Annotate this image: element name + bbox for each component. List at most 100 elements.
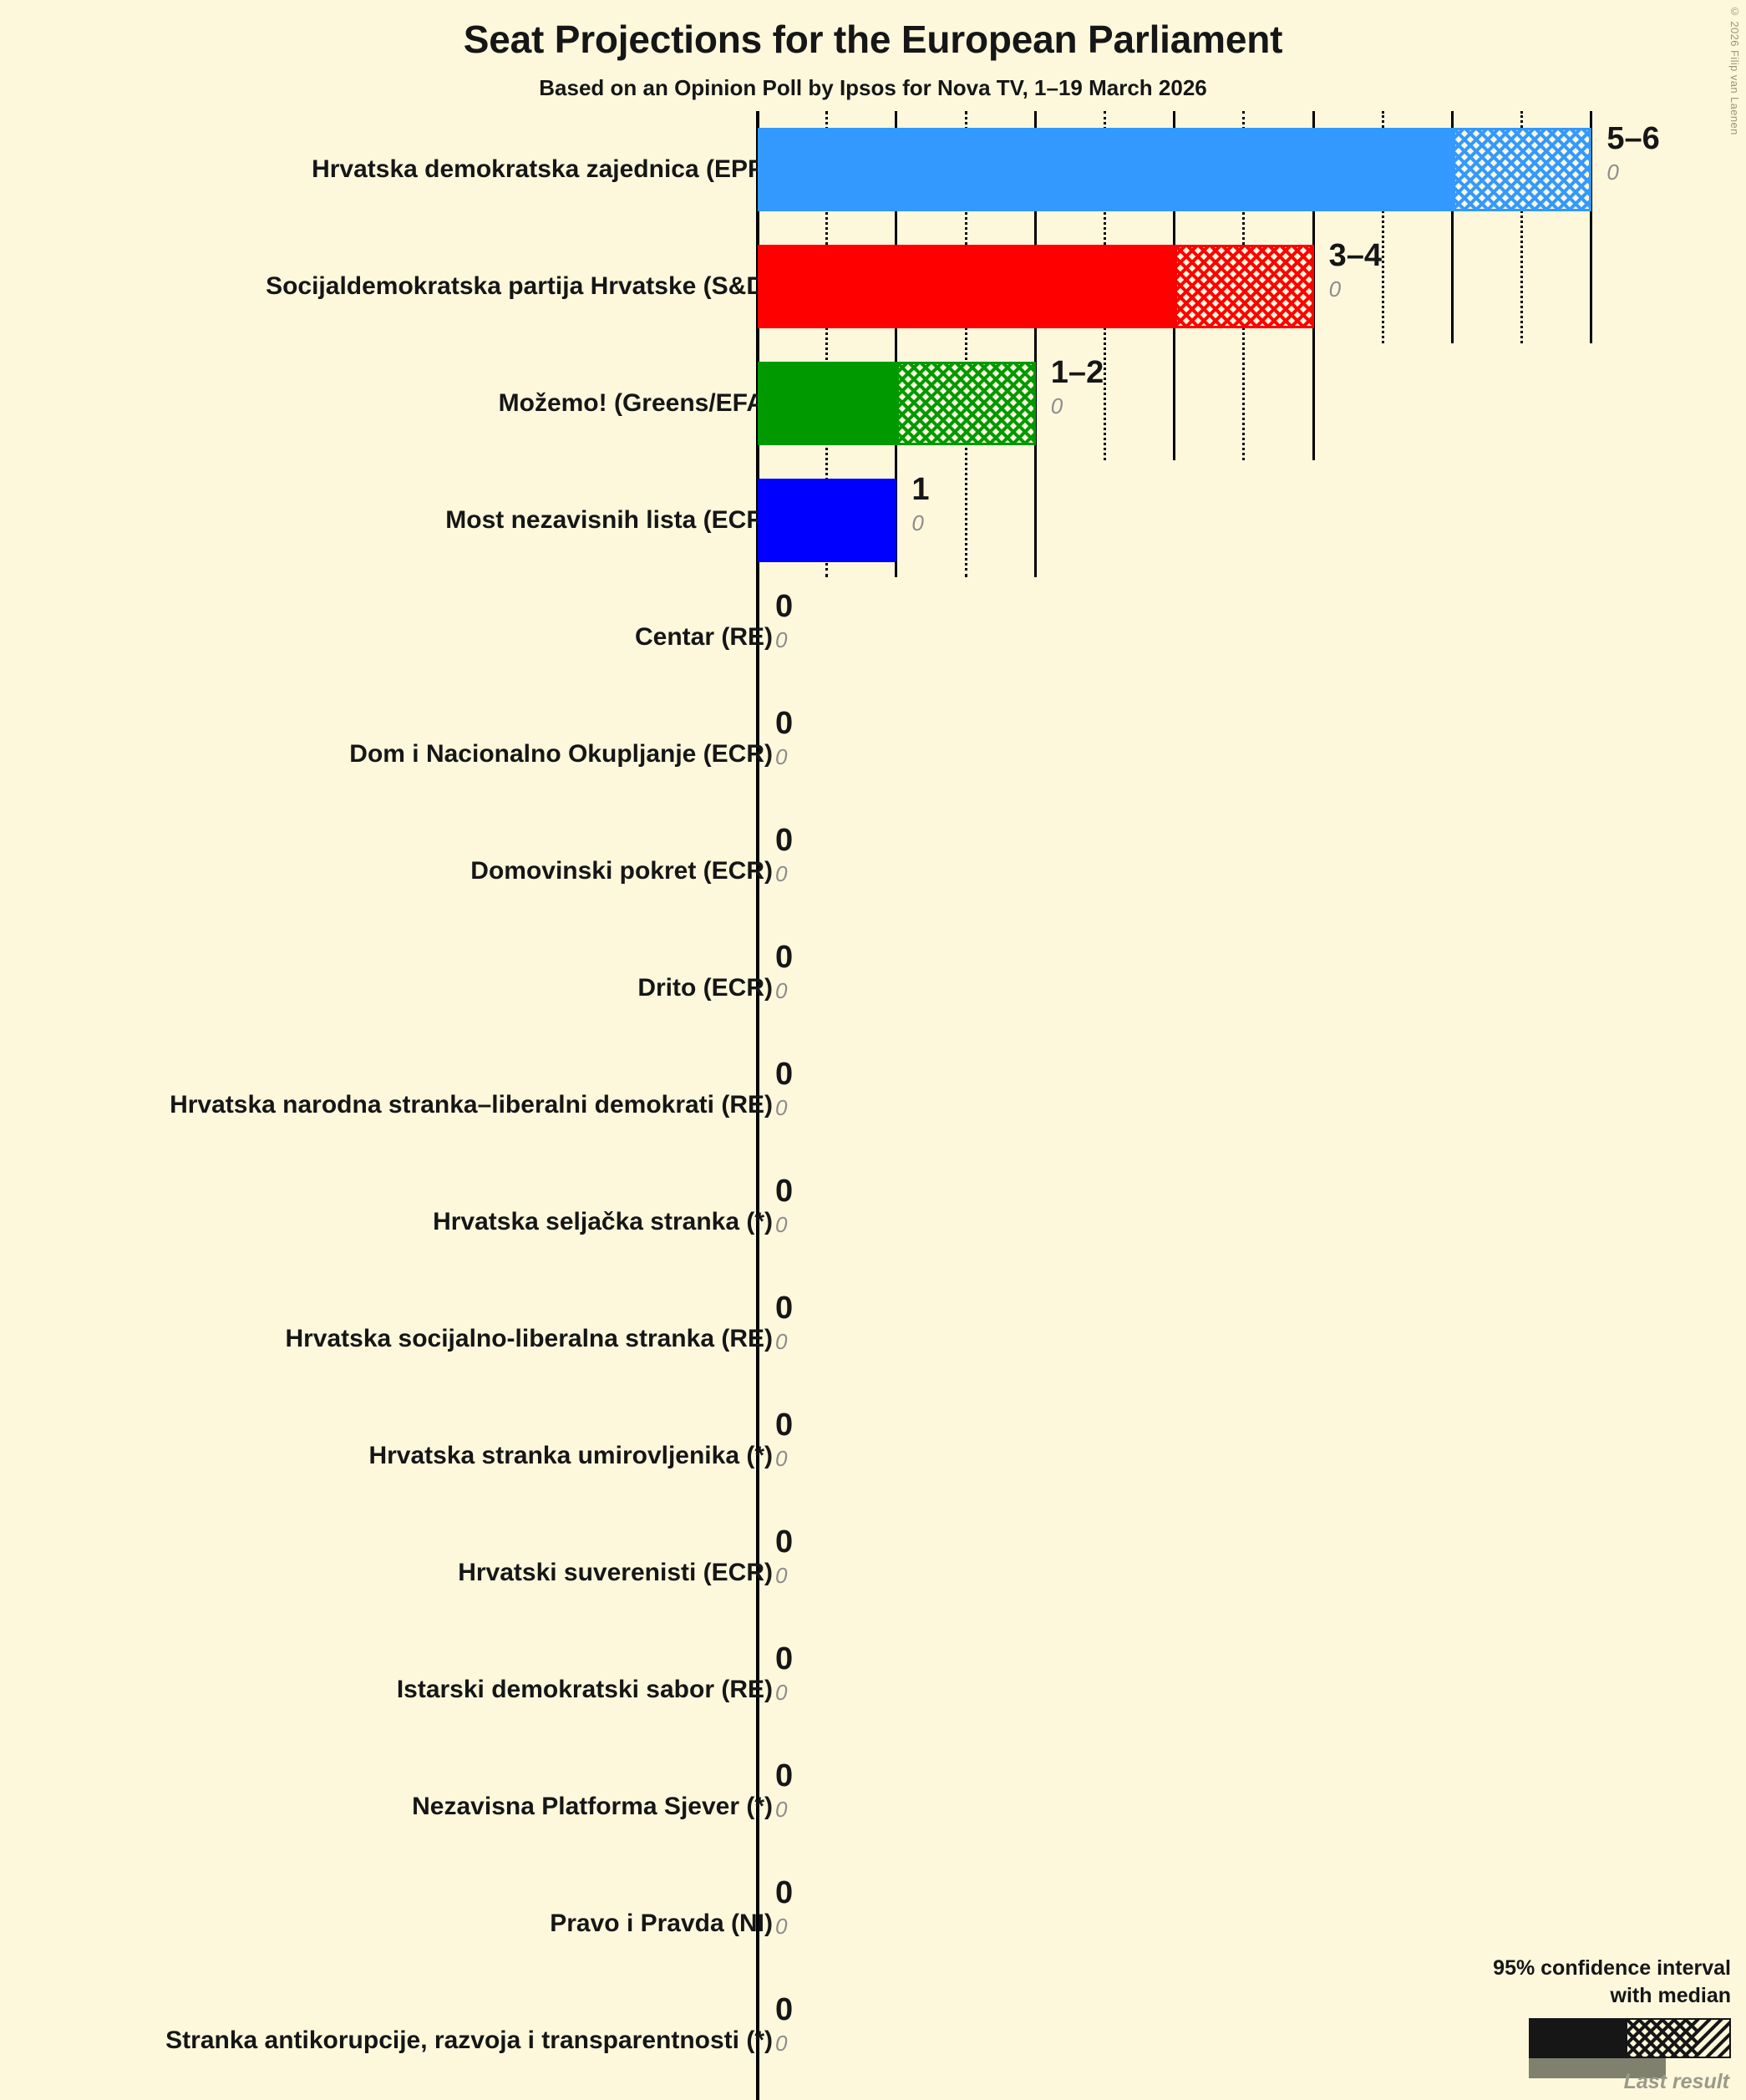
party-label: Socijaldemokratska partija Hrvatske (S&D… (266, 272, 773, 300)
seat-range-value: 0 (775, 1408, 794, 1443)
seat-range-value: 0 (775, 1758, 794, 1793)
party-label: Most nezavisnih lista (ECR) (445, 506, 773, 534)
party-label: Istarski demokratski sabor (RE) (396, 1676, 773, 1703)
last-result-value: 0 (775, 1446, 788, 1471)
gridline-major (1033, 111, 1037, 577)
gridline-minor (1381, 111, 1384, 343)
bar-row: Hrvatska stranka umirovljenika (*) 0 0 (0, 1397, 1746, 1514)
last-result-value: 0 (1050, 393, 1063, 418)
bar-row: Most nezavisnih lista (ECR) 1 0 (0, 462, 1746, 579)
legend-swatches: Last result (1414, 2018, 1731, 2093)
party-bar (758, 128, 1592, 211)
legend-crosshatch-swatch (1627, 2020, 1698, 2057)
party-label: Hrvatska socijalno-liberalna stranka (RE… (285, 1325, 773, 1352)
seat-range-value: 0 (775, 1875, 794, 1910)
bar-row: Hrvatska narodna stranka–liberalni demok… (0, 1047, 1746, 1164)
legend: 95% confidence interval with median Last… (1414, 1955, 1731, 2093)
gridline-minor (825, 111, 829, 577)
legend-last-result-label: Last result (1623, 2070, 1729, 2093)
bar-row: Centar (RE) 0 0 (0, 579, 1746, 696)
last-result-value: 0 (775, 2031, 788, 2056)
last-result-value: 0 (775, 861, 788, 886)
last-result-value: 0 (775, 978, 788, 1003)
last-result-value: 0 (775, 627, 788, 652)
party-bar (758, 479, 897, 562)
party-label: Pravo i Pravda (NI) (550, 1910, 773, 1937)
bar-row: Hrvatska socijalno-liberalna stranka (RE… (0, 1281, 1746, 1397)
gridline-major (895, 111, 898, 577)
seat-range-value: 0 (775, 940, 794, 975)
last-result-value: 0 (775, 1563, 788, 1588)
bar-row: Nezavisna Platforma Sjever (*) 0 0 (0, 1748, 1746, 1865)
seat-range-value: 5–6 (1606, 121, 1660, 156)
party-label: Hrvatska stranka umirovljenika (*) (368, 1442, 773, 1469)
bar-row: Hrvatski suverenisti (ECR) 0 0 (0, 1514, 1746, 1631)
legend-caption: 95% confidence interval with median (1414, 1955, 1731, 2010)
last-result-value: 0 (775, 1914, 788, 1939)
bar-row: Drito (ECR) 0 0 (0, 930, 1746, 1047)
seat-range-value: 0 (775, 1992, 794, 2027)
party-label: Stranka antikorupcije, razvoja i transpa… (165, 2026, 773, 2054)
chart-subtitle: Based on an Opinion Poll by Ipsos for No… (539, 75, 1207, 100)
bar-row: Hrvatska demokratska zajednica (EPP) 5–6 0 (0, 111, 1746, 228)
last-result-value: 0 (911, 510, 924, 535)
last-result-value: 0 (1606, 160, 1619, 185)
last-result-value: 0 (775, 1329, 788, 1354)
bar-row: Stranka antikorupcije, razvoja i transpa… (0, 1982, 1746, 2099)
seat-range-value: 0 (775, 1291, 794, 1326)
last-result-value: 0 (1328, 276, 1342, 302)
seat-range-value: 3–4 (1328, 238, 1382, 273)
party-bar (758, 245, 1314, 328)
bar-row: Socijaldemokratska partija Hrvatske (S&D… (0, 228, 1746, 345)
last-result-value: 0 (775, 744, 788, 769)
value-labels: 3–4 0 (1329, 236, 1382, 337)
bar-row: Možemo! (Greens/EFA) 1–2 0 (0, 345, 1746, 462)
bar-median-segment (758, 245, 1175, 328)
bar-confidence-segment (1175, 245, 1314, 328)
bar-median-segment (758, 128, 1453, 211)
seat-range-value: 1 (911, 472, 930, 507)
legend-diagonal-swatch (1698, 2020, 1729, 2057)
bar-confidence-segment (896, 362, 1036, 445)
seat-range-value: 0 (775, 1641, 794, 1676)
legend-caption-line1: 95% confidence interval (1493, 1956, 1731, 1980)
seat-range-value: 0 (775, 823, 794, 858)
bar-row: Domovinski pokret (ECR) 0 0 (0, 813, 1746, 930)
bar-row: Hrvatska seljačka stranka (*) 0 0 (0, 1164, 1746, 1281)
last-result-value: 0 (775, 1212, 788, 1237)
party-label: Hrvatska seljačka stranka (*) (433, 1208, 773, 1235)
seat-range-value: 1–2 (1050, 355, 1104, 390)
value-labels: 1–2 0 (1051, 353, 1104, 454)
party-label: Drito (ECR) (637, 974, 773, 1002)
last-result-value: 0 (775, 1095, 788, 1120)
y-axis-line (756, 111, 759, 2100)
seat-range-value: 0 (775, 706, 794, 741)
bar-median-segment (758, 362, 897, 445)
copyright-notice: © 2026 Filip van Laenen (1728, 5, 1741, 135)
party-label: Domovinski pokret (ECR) (470, 857, 773, 885)
bar-row: Pravo i Pravda (NI) 0 0 (0, 1865, 1746, 1982)
legend-caption-line2: with median (1610, 1984, 1731, 2007)
party-label: Hrvatska narodna stranka–liberalni demok… (170, 1091, 773, 1118)
party-label: Možemo! (Greens/EFA) (498, 389, 773, 417)
party-label: Hrvatski suverenisti (ECR) (458, 1559, 773, 1586)
page-title: Seat Projections for the European Parlia… (463, 18, 1283, 61)
bar-confidence-segment (1453, 128, 1592, 211)
gridline-major (1451, 111, 1454, 343)
party-label: Hrvatska demokratska zajednica (EPP) (312, 155, 773, 183)
legend-last-result-swatch (1529, 2058, 1666, 2078)
gridline-minor (1520, 111, 1524, 343)
